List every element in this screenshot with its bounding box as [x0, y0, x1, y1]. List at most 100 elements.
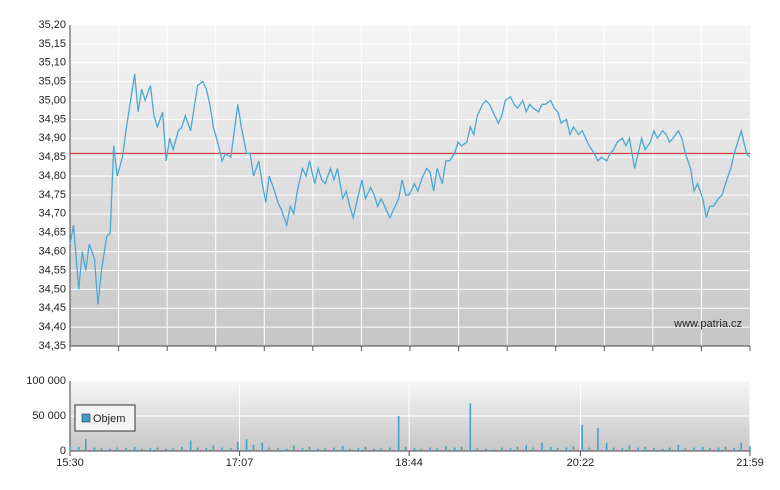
x-tick-label: 20:22 [567, 457, 595, 469]
y-tick-label: 35,15 [38, 38, 66, 50]
volume-bar [277, 448, 279, 451]
volume-bar [84, 439, 87, 451]
y-tick-label: 34,35 [38, 340, 66, 352]
volume-bar [597, 427, 599, 451]
volume-bar [541, 442, 543, 451]
y-tick-label: 100 000 [26, 375, 66, 387]
volume-bar [221, 447, 223, 451]
volume-bar [501, 447, 503, 451]
volume-bar [749, 446, 751, 451]
volume-bar [237, 441, 239, 451]
volume-bar [709, 448, 711, 451]
volume-bar [165, 448, 167, 451]
volume-bar [172, 448, 174, 451]
volume-bar [308, 446, 311, 451]
volume-bar [605, 442, 608, 451]
volume-bar [404, 446, 407, 451]
volume-bar [693, 447, 695, 451]
volume-bar [348, 448, 351, 451]
volume-bar [317, 448, 319, 451]
volume-bar [453, 447, 456, 451]
y-tick-label: 35,10 [38, 57, 66, 69]
volume-bar [549, 446, 552, 451]
volume-bar [516, 446, 519, 451]
volume-bar [389, 447, 391, 451]
volume-bar [245, 439, 248, 451]
y-tick-label: 34,95 [38, 113, 66, 125]
volume-bar [702, 446, 704, 451]
x-tick-label: 21:59 [736, 457, 764, 469]
volume-bar [525, 445, 527, 451]
volume-bar [413, 448, 416, 451]
volume-bar [429, 447, 431, 451]
y-tick-label: 35,20 [38, 19, 66, 31]
volume-bar [109, 448, 111, 451]
volume-bar [397, 416, 400, 451]
volume-bar [445, 446, 447, 451]
volume-bar [740, 442, 743, 451]
volume-bar [364, 446, 367, 451]
volume-bar [621, 448, 624, 451]
volume-bar [494, 449, 496, 451]
volume-bar [69, 445, 71, 451]
volume-bar [380, 448, 382, 451]
volume-bar [301, 448, 304, 451]
volume-bar [460, 446, 463, 451]
volume-bar [116, 447, 118, 451]
volume-bar [661, 448, 664, 451]
volume-bar [181, 446, 183, 451]
volume-bar [572, 446, 575, 451]
volume-bar [653, 448, 655, 451]
legend-label: Objem [93, 413, 125, 425]
y-tick-label: 34,70 [38, 208, 66, 220]
volume-bar [469, 403, 472, 451]
volume-bar [717, 447, 720, 451]
volume-bar [212, 445, 215, 451]
y-tick-label: 34,50 [38, 283, 66, 295]
y-tick-label: 34,55 [38, 264, 66, 276]
y-tick-label: 34,80 [38, 170, 66, 182]
volume-bar [205, 448, 208, 451]
y-tick-label: 50 000 [32, 410, 66, 422]
y-tick-label: 34,85 [38, 151, 66, 163]
x-tick-label: 17:07 [226, 457, 254, 469]
volume-bar [532, 447, 534, 451]
volume-bar [485, 448, 487, 451]
volume-bar [509, 448, 512, 451]
volume-bar [140, 448, 143, 451]
volume-bar [476, 448, 479, 451]
y-tick-label: 34,40 [38, 321, 66, 333]
volume-bar [677, 444, 680, 451]
volume-bar [286, 448, 288, 451]
y-tick-label: 34,45 [38, 302, 66, 314]
volume-bar [149, 448, 152, 451]
volume-bar [268, 447, 271, 451]
volume-bar [324, 448, 326, 451]
volume-bar [261, 442, 264, 451]
volume-bar [93, 447, 96, 451]
volume-bar [125, 448, 127, 451]
y-tick-label: 34,75 [38, 189, 66, 201]
volume-bar [252, 444, 255, 451]
volume-bar [156, 447, 159, 451]
volume-bar [230, 448, 232, 451]
volume-bar [612, 447, 615, 451]
x-tick-label: 15:30 [56, 457, 84, 469]
y-tick-label: 34,90 [38, 132, 66, 144]
watermark: www.patria.cz [673, 318, 742, 330]
volume-bar [668, 447, 671, 451]
volume-bar [588, 447, 590, 451]
x-tick-label: 18:44 [395, 457, 423, 469]
volume-bar [373, 448, 375, 451]
volume-bar [133, 446, 136, 451]
volume-bar [420, 448, 423, 451]
price-line [69, 73, 751, 305]
volume-bar [644, 446, 646, 451]
volume-bar [436, 448, 438, 451]
volume-bar [556, 448, 559, 451]
y-tick-label: 34,60 [38, 245, 66, 257]
volume-bar [77, 446, 80, 451]
y-tick-label: 34,65 [38, 227, 66, 239]
legend-swatch [81, 413, 91, 423]
